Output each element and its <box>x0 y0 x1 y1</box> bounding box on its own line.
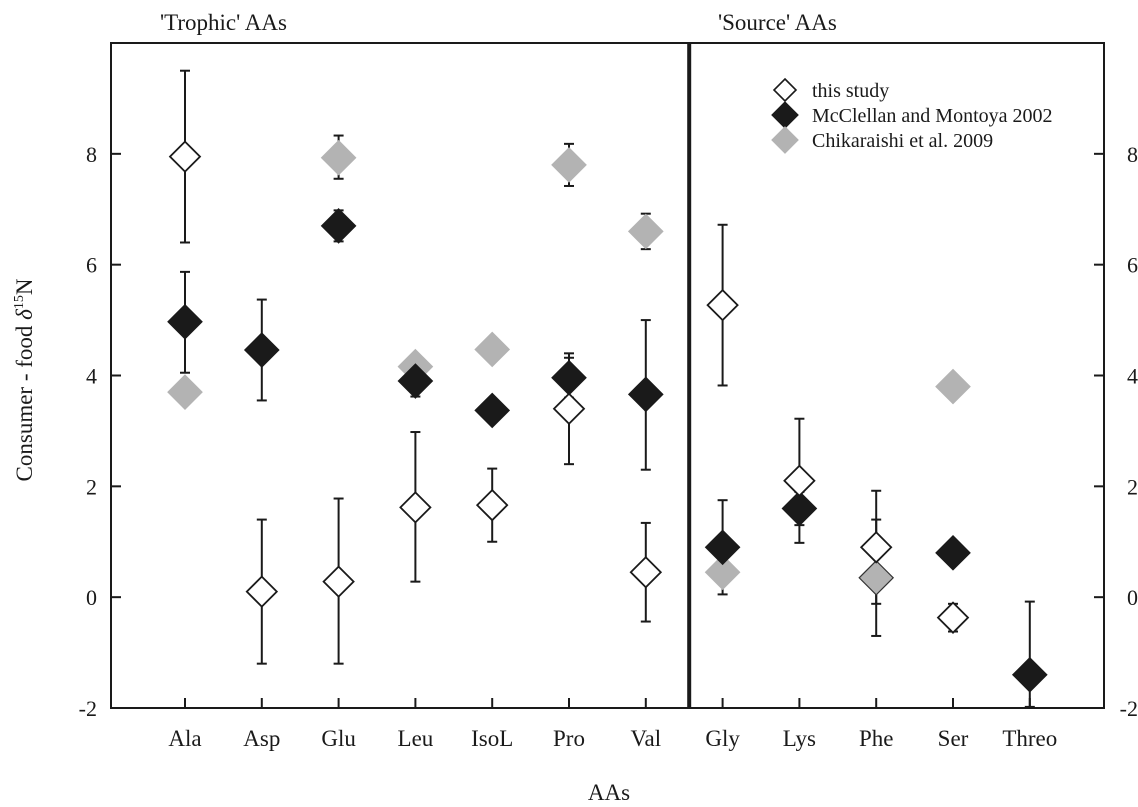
data-point <box>399 491 432 524</box>
y-tick-label-right: 0 <box>1127 585 1138 610</box>
data-point <box>936 601 970 634</box>
y-tick-label-left: 8 <box>86 142 97 167</box>
data-point <box>704 554 741 591</box>
group-titles: 'Trophic' AAs 'Source' AAs <box>160 10 837 35</box>
data-point <box>397 363 434 399</box>
data-point <box>706 288 739 322</box>
data-point <box>935 534 971 571</box>
data-point <box>552 392 586 426</box>
x-tick-label: Threo <box>1002 726 1057 751</box>
data-point <box>627 376 664 413</box>
y-tick-label-left: 4 <box>86 364 97 389</box>
data-point <box>167 374 203 410</box>
y-axis-right: -2 0 2 4 6 8 <box>1094 142 1138 721</box>
group-title-trophic: 'Trophic' AAs <box>160 10 287 35</box>
x-tick-label: Ala <box>168 726 201 751</box>
data-point <box>704 529 741 566</box>
y-axis-left: -2 0 2 4 6 8 <box>79 142 121 721</box>
data-point <box>1011 656 1048 693</box>
data-point <box>781 490 818 527</box>
x-axis: Ala Asp Glu Leu IsoL Pro Val Gly Lys Phe Ser Threo <box>168 698 1057 751</box>
group-title-source: 'Source' AAs <box>718 10 837 35</box>
data-point <box>858 559 895 596</box>
data-point <box>320 139 357 176</box>
data-point <box>783 464 816 498</box>
y-tick-label-right: 8 <box>1127 142 1138 167</box>
data-point <box>474 392 511 429</box>
data-point <box>474 331 511 368</box>
x-tick-label: Glu <box>321 726 356 751</box>
legend-marker <box>771 101 799 129</box>
y-tick-label-right: -2 <box>1120 696 1138 721</box>
legend-label: McClellan and Montoya 2002 <box>812 105 1053 127</box>
x-tick-label: IsoL <box>471 726 513 751</box>
data-point <box>245 575 279 608</box>
y-tick-label-left: 0 <box>86 585 97 610</box>
y-tick-label-left: 2 <box>86 474 97 499</box>
x-tick-label: Val <box>630 726 661 751</box>
x-tick-label: Lys <box>783 726 816 751</box>
x-tick-label: Phe <box>859 726 894 751</box>
data-point <box>322 565 355 598</box>
data-point <box>168 140 202 173</box>
legend-label: this study <box>812 80 889 102</box>
x-tick-label: Gly <box>705 726 740 751</box>
x-tick-label: Pro <box>553 726 585 751</box>
data-point <box>475 488 509 522</box>
data-point <box>320 208 357 244</box>
data-point <box>243 332 280 368</box>
data-point <box>627 213 664 250</box>
legend-label: Chikaraishi et al. 2009 <box>812 130 993 152</box>
y-tick-label-left: -2 <box>79 696 97 721</box>
y-tick-label-right: 6 <box>1127 253 1138 278</box>
legend-marker <box>771 126 799 154</box>
data-point <box>167 303 203 340</box>
data-markers <box>167 139 1048 693</box>
error-bars <box>180 69 1035 708</box>
x-tick-label: Leu <box>398 726 434 751</box>
legend: this study McClellan and Montoya 2002 Chik… <box>771 77 1053 154</box>
data-point <box>935 368 971 405</box>
x-tick-label: Ser <box>938 726 969 751</box>
data-point <box>551 359 587 396</box>
y-tick-label-right: 4 <box>1127 364 1138 389</box>
data-point <box>551 147 587 183</box>
y-tick-label-left: 6 <box>86 253 97 278</box>
legend-marker <box>772 77 798 103</box>
y-axis-title: Consumer - food δ15N <box>12 278 37 481</box>
y-tick-label-right: 2 <box>1127 474 1138 499</box>
data-point <box>629 555 663 589</box>
x-axis-title: AAs <box>588 780 630 805</box>
data-point <box>859 531 893 564</box>
x-tick-label: Asp <box>243 726 280 751</box>
